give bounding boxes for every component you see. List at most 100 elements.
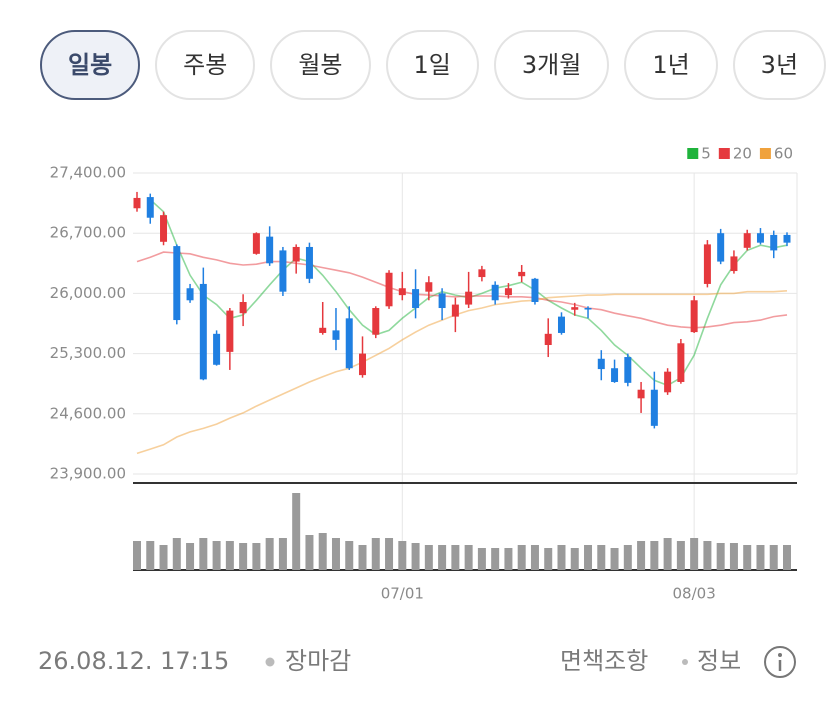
period-tab[interactable]: 1일 (385, 30, 479, 100)
period-tab[interactable]: 1년 (624, 30, 718, 100)
volume-bar (159, 545, 168, 570)
volume-bar (637, 541, 646, 570)
market-status: 장마감 (285, 647, 351, 675)
candle-body (783, 234, 791, 243)
volume-bar (385, 538, 394, 570)
candle-body (730, 256, 738, 272)
volume-bar (517, 545, 526, 570)
volume-bar (146, 541, 155, 570)
y-tick-label: 26,000.00 (50, 284, 126, 302)
volume-bar (597, 545, 606, 570)
volume-bar (477, 548, 486, 570)
period-tabs: 일봉 주봉 월봉 1일 3개월 1년 3년 (40, 30, 827, 100)
candle-body (478, 269, 486, 278)
candle-body (160, 215, 168, 242)
volume-bar (438, 545, 447, 570)
volume-bar (172, 538, 181, 570)
volume-bar (292, 493, 301, 570)
volume-bar (451, 545, 460, 570)
candle-body (770, 234, 778, 251)
period-tab[interactable]: 3개월 (493, 30, 610, 100)
volume-bar (133, 541, 141, 570)
candle-body (359, 353, 367, 376)
candle-body (544, 333, 552, 345)
separator-dot (682, 659, 688, 665)
period-tab[interactable]: 월봉 (270, 30, 371, 100)
candle-body (239, 302, 247, 314)
volume-bar (225, 541, 234, 570)
candle-body (199, 283, 207, 380)
candle-body (677, 343, 685, 382)
volume-bar (703, 541, 712, 570)
candle-body (650, 389, 658, 426)
x-tick-label: 08/03 (673, 585, 716, 603)
moving-average-line (136, 251, 788, 329)
period-tab[interactable]: 3년 (732, 30, 827, 100)
moving-average-line (136, 290, 788, 455)
volume-bar (663, 538, 672, 570)
volume-bar (398, 541, 407, 570)
candle-body (266, 236, 274, 264)
candle-body (624, 357, 632, 383)
volume-bar (464, 545, 473, 570)
candle-body (332, 330, 340, 340)
volume-bar (690, 538, 699, 570)
volume-bar (729, 543, 738, 570)
legend-label: 5 (701, 145, 711, 163)
candle-body (743, 233, 751, 248)
volume-bar (278, 538, 287, 570)
candle-body (438, 293, 446, 309)
candle-body (451, 304, 459, 317)
candle-body (213, 333, 221, 365)
candle-body (717, 233, 725, 262)
y-tick-label: 26,700.00 (50, 224, 126, 242)
candle-body (398, 288, 406, 296)
candle-body (571, 307, 579, 310)
volume-bar (743, 545, 752, 570)
candle-body (518, 271, 526, 277)
candle-body (146, 197, 154, 218)
period-tab[interactable]: 주봉 (155, 30, 256, 100)
candle-body (292, 246, 300, 262)
disclaimer-link[interactable]: 면책조항 (560, 647, 648, 675)
volume-bar (676, 541, 685, 570)
volume-bar (756, 545, 765, 570)
volume-bar (212, 541, 221, 570)
volume-bar (716, 543, 725, 570)
candle-body (597, 358, 605, 370)
y-tick-label: 23,900.00 (50, 465, 126, 483)
timestamp: 26.08.12. 17:15 (38, 647, 229, 675)
candle-body (305, 246, 313, 279)
volume-bar (424, 545, 433, 570)
candle-body (372, 308, 380, 335)
info-icon[interactable] (764, 646, 796, 678)
candle-body (133, 197, 141, 209)
y-tick-label: 25,300.00 (50, 344, 126, 362)
candle-body (173, 246, 181, 321)
volume-bar (783, 545, 791, 570)
volume-bar (584, 545, 593, 570)
candle-body (465, 291, 473, 305)
candle-body (279, 250, 287, 292)
volume-bar (252, 543, 261, 570)
candle-body (491, 284, 499, 301)
volume-bar (544, 548, 553, 570)
y-tick-label: 24,600.00 (50, 404, 126, 422)
period-tab[interactable]: 일봉 (40, 30, 141, 100)
candle-body (690, 300, 698, 333)
volume-bar (491, 548, 500, 570)
volume-bar (358, 545, 367, 570)
candle-body (319, 327, 327, 333)
candle-body (385, 272, 393, 307)
volume-bar (557, 545, 566, 570)
candle-body (345, 318, 353, 369)
legend-swatch (759, 148, 771, 159)
candle-body (504, 288, 512, 296)
volume-bar (769, 545, 778, 570)
volume-bar (623, 545, 632, 570)
volume-bar (305, 535, 314, 570)
candle-body (226, 310, 234, 352)
info-link[interactable]: 정보 (697, 647, 741, 675)
